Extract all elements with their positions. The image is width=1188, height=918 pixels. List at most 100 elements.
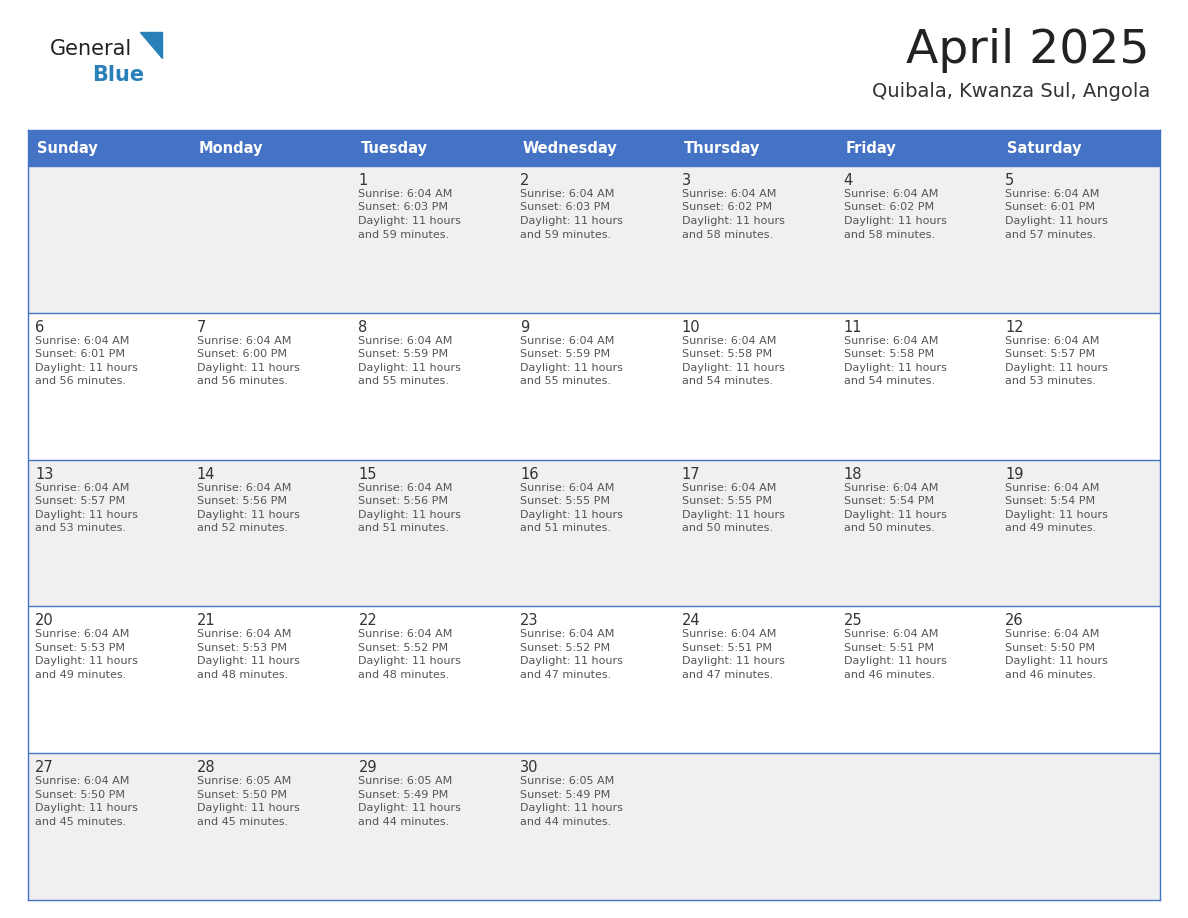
Text: 19: 19 [1005,466,1024,482]
Bar [675,130,836,166]
Text: Sunset: 6:01 PM: Sunset: 6:01 PM [34,350,125,359]
Text: and 55 minutes.: and 55 minutes. [359,376,449,386]
Text: Sunset: 5:53 PM: Sunset: 5:53 PM [34,643,125,653]
Text: Blue: Blue [91,65,144,85]
Text: Daylight: 11 hours: Daylight: 11 hours [520,656,623,666]
Text: and 44 minutes.: and 44 minutes. [359,817,450,827]
Text: Sunrise: 6:04 AM: Sunrise: 6:04 AM [197,336,291,346]
Text: and 45 minutes.: and 45 minutes. [197,817,287,827]
Text: Sunrise: 6:04 AM: Sunrise: 6:04 AM [34,630,129,640]
Text: Sunrise: 6:04 AM: Sunrise: 6:04 AM [359,336,453,346]
Text: and 58 minutes.: and 58 minutes. [843,230,935,240]
Bar [29,166,1159,313]
Text: 12: 12 [1005,319,1024,335]
Text: Sunrise: 6:04 AM: Sunrise: 6:04 AM [1005,630,1100,640]
Text: Daylight: 11 hours: Daylight: 11 hours [197,656,299,666]
Text: 23: 23 [520,613,538,629]
Text: Sunrise: 6:04 AM: Sunrise: 6:04 AM [520,189,614,199]
Text: Daylight: 11 hours: Daylight: 11 hours [682,509,785,520]
Text: and 47 minutes.: and 47 minutes. [682,670,773,680]
Text: 18: 18 [843,466,862,482]
Bar [998,130,1159,166]
Text: Sunset: 5:50 PM: Sunset: 5:50 PM [197,789,286,800]
Text: Daylight: 11 hours: Daylight: 11 hours [1005,656,1108,666]
Text: Sunset: 5:49 PM: Sunset: 5:49 PM [520,789,611,800]
Text: Daylight: 11 hours: Daylight: 11 hours [359,216,461,226]
Text: Sunrise: 6:05 AM: Sunrise: 6:05 AM [359,777,453,786]
Polygon shape [140,32,162,58]
Text: Sunrise: 6:04 AM: Sunrise: 6:04 AM [682,336,776,346]
Text: 11: 11 [843,319,862,335]
Bar [352,130,513,166]
Text: Thursday: Thursday [684,140,760,155]
Text: 2: 2 [520,173,530,188]
Text: 30: 30 [520,760,538,775]
Text: and 57 minutes.: and 57 minutes. [1005,230,1097,240]
Text: Sunrise: 6:04 AM: Sunrise: 6:04 AM [197,483,291,493]
Text: Sunrise: 6:04 AM: Sunrise: 6:04 AM [359,483,453,493]
Text: 5: 5 [1005,173,1015,188]
Text: Sunset: 5:53 PM: Sunset: 5:53 PM [197,643,286,653]
Text: Daylight: 11 hours: Daylight: 11 hours [520,216,623,226]
Text: 27: 27 [34,760,53,775]
Text: and 49 minutes.: and 49 minutes. [34,670,126,680]
Text: Sunset: 5:51 PM: Sunset: 5:51 PM [843,643,934,653]
Text: Sunday: Sunday [37,140,97,155]
Text: Sunset: 5:58 PM: Sunset: 5:58 PM [843,350,934,359]
Text: April 2025: April 2025 [906,28,1150,73]
Text: and 59 minutes.: and 59 minutes. [520,230,612,240]
Text: Sunset: 6:02 PM: Sunset: 6:02 PM [682,203,772,212]
Text: Daylight: 11 hours: Daylight: 11 hours [1005,509,1108,520]
Text: Sunset: 5:52 PM: Sunset: 5:52 PM [359,643,449,653]
Text: 21: 21 [197,613,215,629]
Text: Sunrise: 6:04 AM: Sunrise: 6:04 AM [843,630,939,640]
Text: Sunset: 5:57 PM: Sunset: 5:57 PM [1005,350,1095,359]
Text: 13: 13 [34,466,53,482]
Text: Daylight: 11 hours: Daylight: 11 hours [520,509,623,520]
Bar [29,313,1159,460]
Text: and 51 minutes.: and 51 minutes. [520,523,611,533]
Text: Daylight: 11 hours: Daylight: 11 hours [843,656,947,666]
Text: 25: 25 [843,613,862,629]
Text: and 59 minutes.: and 59 minutes. [359,230,449,240]
Text: Sunset: 5:55 PM: Sunset: 5:55 PM [682,496,772,506]
Text: Sunrise: 6:04 AM: Sunrise: 6:04 AM [520,336,614,346]
Text: Sunrise: 6:04 AM: Sunrise: 6:04 AM [34,483,129,493]
Text: 9: 9 [520,319,530,335]
Text: Daylight: 11 hours: Daylight: 11 hours [682,216,785,226]
Text: Daylight: 11 hours: Daylight: 11 hours [843,509,947,520]
Text: Daylight: 11 hours: Daylight: 11 hours [359,656,461,666]
Text: 28: 28 [197,760,215,775]
Text: and 56 minutes.: and 56 minutes. [34,376,126,386]
Text: Sunset: 5:51 PM: Sunset: 5:51 PM [682,643,772,653]
Text: Sunset: 5:56 PM: Sunset: 5:56 PM [359,496,448,506]
Text: Daylight: 11 hours: Daylight: 11 hours [682,656,785,666]
Text: Sunset: 5:50 PM: Sunset: 5:50 PM [34,789,125,800]
Text: and 48 minutes.: and 48 minutes. [197,670,287,680]
Text: Sunrise: 6:04 AM: Sunrise: 6:04 AM [34,777,129,786]
Text: Sunrise: 6:04 AM: Sunrise: 6:04 AM [34,336,129,346]
Text: Daylight: 11 hours: Daylight: 11 hours [520,363,623,373]
Text: Sunset: 5:58 PM: Sunset: 5:58 PM [682,350,772,359]
Text: 7: 7 [197,319,206,335]
Text: Daylight: 11 hours: Daylight: 11 hours [520,803,623,813]
Text: Sunrise: 6:04 AM: Sunrise: 6:04 AM [1005,189,1100,199]
Text: Daylight: 11 hours: Daylight: 11 hours [359,363,461,373]
Text: Daylight: 11 hours: Daylight: 11 hours [1005,363,1108,373]
Text: Sunrise: 6:04 AM: Sunrise: 6:04 AM [1005,336,1100,346]
Text: Wednesday: Wednesday [523,140,617,155]
Text: Sunset: 6:03 PM: Sunset: 6:03 PM [520,203,611,212]
Text: 3: 3 [682,173,691,188]
Text: Sunset: 5:59 PM: Sunset: 5:59 PM [520,350,611,359]
Bar [513,130,675,166]
Text: Daylight: 11 hours: Daylight: 11 hours [843,363,947,373]
Text: Daylight: 11 hours: Daylight: 11 hours [34,509,138,520]
Text: Daylight: 11 hours: Daylight: 11 hours [197,509,299,520]
Bar [29,753,1159,900]
Text: and 53 minutes.: and 53 minutes. [34,523,126,533]
Text: Daylight: 11 hours: Daylight: 11 hours [682,363,785,373]
Text: and 50 minutes.: and 50 minutes. [843,523,935,533]
Text: 29: 29 [359,760,377,775]
Text: Sunset: 5:57 PM: Sunset: 5:57 PM [34,496,125,506]
Text: Daylight: 11 hours: Daylight: 11 hours [1005,216,1108,226]
